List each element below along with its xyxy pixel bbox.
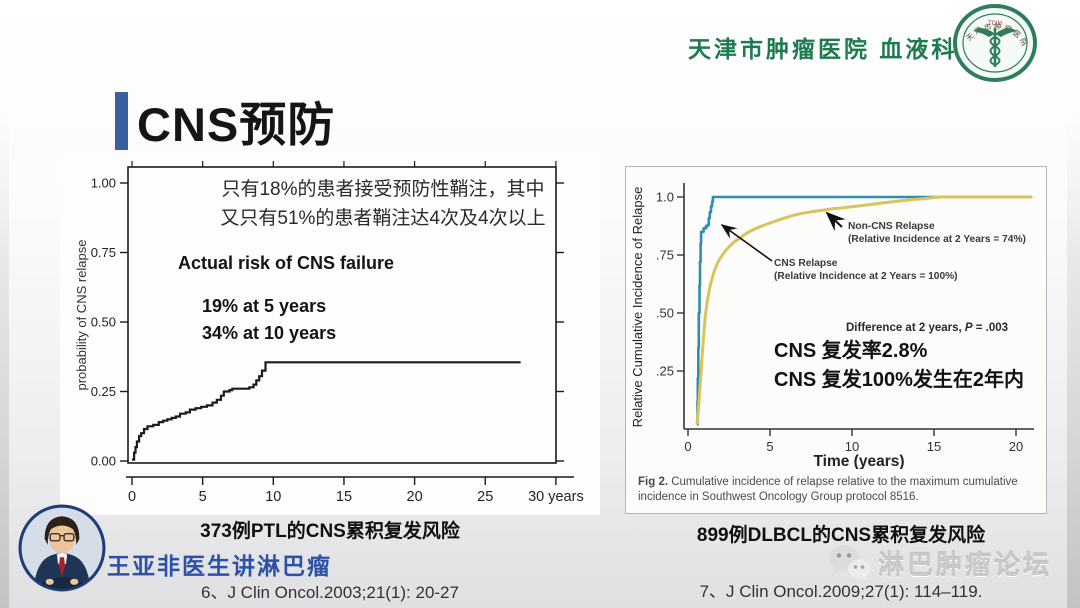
dlbcl-relapse-chart: .25 .50 .75 1.0 0 5 10 15 20 Time (years) Relative… <box>630 183 1034 470</box>
svg-text:1.00: 1.00 <box>91 176 116 191</box>
svg-text:Time (years): Time (years) <box>813 453 904 469</box>
ptl-cns-relapse-figure: 0.00 0.25 0.50 0.75 1.00 0 5 10 15 20 25 30 years pr… <box>60 153 600 515</box>
slide-left-edge-shade <box>0 0 9 608</box>
svg-text:20: 20 <box>407 489 423 505</box>
speaker-avatar <box>18 504 106 592</box>
left-figure-cn-annotation: 只有18%的患者接受预防性鞘注，其中 又只有51%的患者鞘注达4次及4次以上 <box>220 179 546 229</box>
wechat-icon <box>829 545 870 582</box>
svg-text:10: 10 <box>265 489 281 505</box>
svg-text:0: 0 <box>128 489 136 505</box>
title-accent-bar <box>115 92 128 150</box>
svg-text:probability of CNS relapse: probability of CNS relapse <box>74 239 89 390</box>
svg-text:5: 5 <box>199 489 207 505</box>
hospital-name: 天津市肿瘤医院 血液科 <box>688 36 958 62</box>
svg-text:0.50: 0.50 <box>91 315 116 330</box>
km-step-curve <box>132 361 521 461</box>
svg-text:0: 0 <box>684 439 691 454</box>
ptl-cns-relapse-chart: 0.00 0.25 0.50 0.75 1.00 0 5 10 15 20 25 30 years pr… <box>74 161 584 505</box>
svg-text:15: 15 <box>336 489 352 505</box>
svg-text:5: 5 <box>766 439 773 454</box>
slide-right-edge-shade <box>1067 0 1080 608</box>
page-title: CNS预防 <box>137 98 336 151</box>
noncns-arrow <box>825 211 846 232</box>
cns-arrow <box>720 224 773 262</box>
noncns-relapse-curve <box>695 195 1033 425</box>
right-chart-caption: 899例DLBCL的CNS累积复发风险 <box>696 525 986 546</box>
svg-text:10: 10 <box>845 439 859 454</box>
logo-abbrev: TCIH <box>988 21 1002 27</box>
watermark: 淋巴肿瘤论坛 <box>826 543 1052 583</box>
noncns-series-note: (Relative Incidence at 2 Years = 74%) <box>848 234 1026 245</box>
svg-text:30 years: 30 years <box>528 489 584 505</box>
left-chart-axes: 0.00 0.25 0.50 0.75 1.00 0 5 10 15 20 25 30 years pr… <box>74 161 584 505</box>
hospital-logo-icon: 天津市肿瘤医院 TCIH <box>953 4 1037 82</box>
dlbcl-relapse-figure: .25 .50 .75 1.0 0 5 10 15 20 Time (years) Relative… <box>625 166 1047 514</box>
svg-text:0.00: 0.00 <box>91 454 116 469</box>
svg-text:0.75: 0.75 <box>91 245 116 260</box>
left-chart-caption: 373例PTL的CNS累积复发风险 <box>200 521 460 542</box>
brand-text: 王亚非医生讲淋巴瘤 <box>107 553 332 579</box>
svg-text:20: 20 <box>1009 439 1023 454</box>
svg-text:0.25: 0.25 <box>91 384 116 399</box>
svg-text:1.0: 1.0 <box>656 190 674 205</box>
right-figure-cn-annotation: CNS 复发率2.8% CNS 复发100%发生在2年内 <box>774 340 1025 391</box>
left-reference: 6、J Clin Oncol.2003;21(1): 20-27 <box>201 583 459 602</box>
pvalue-annotation: Difference at 2 years, P = .003 <box>846 322 1008 334</box>
svg-text:15: 15 <box>927 439 941 454</box>
noncns-series-label: Non-CNS Relapse <box>848 221 935 232</box>
svg-text:.75: .75 <box>656 248 674 263</box>
figure-caption: Fig 2. Cumulative incidence of relapse r… <box>638 476 1018 503</box>
svg-text:.25: .25 <box>656 364 674 379</box>
svg-text:.50: .50 <box>656 306 674 321</box>
risk-at-5-years: 19% at 5 years <box>202 296 327 316</box>
right-reference: 7、J Clin Oncol.2009;27(1): 114–119. <box>699 582 983 601</box>
svg-text:25: 25 <box>477 489 493 505</box>
risk-at-10-years: 34% at 10 years <box>202 323 337 343</box>
cns-relapse-curve <box>696 195 939 426</box>
cns-series-label: CNS Relapse <box>774 258 838 269</box>
watermark-text: 淋巴肿瘤论坛 <box>878 549 1053 580</box>
cns-series-note: (Relative Incidence at 2 Years = 100%) <box>774 271 958 282</box>
actual-risk-title: Actual risk of CNS failure <box>178 253 395 273</box>
svg-text:Relative Cumulative Incidence: Relative Cumulative Incidence of Relapse <box>630 187 645 428</box>
